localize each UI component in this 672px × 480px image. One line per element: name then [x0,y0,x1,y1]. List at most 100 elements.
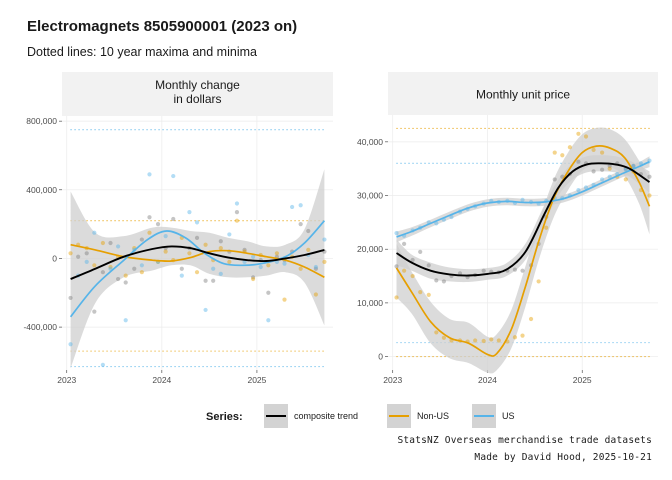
trend-line-composite-trend [395,162,651,277]
confidence-band-us [396,156,650,243]
point-composite-trend [441,279,446,284]
point-composite-trend [607,163,612,169]
y-tick-label: -400,000 [23,322,57,332]
point-non-us [163,249,168,254]
point-composite-trend [512,267,518,272]
point-us [576,188,581,193]
point-us [171,173,176,179]
point-composite-trend [434,278,439,283]
facet-strip [388,72,658,115]
panel-monthly-change: Monthly change in dollars -400,000 0 400,000… [23,72,333,385]
point-us [298,203,303,208]
point-composite-trend [139,237,144,242]
point-us [218,271,223,276]
point-non-us [441,335,446,340]
point-us [607,174,612,179]
y-tick-label: 400,000 [26,185,57,195]
point-composite-trend [84,251,89,256]
point-us [194,220,200,225]
point-us [211,266,216,271]
point-non-us [92,263,97,268]
point-composite-trend [68,295,73,301]
point-composite-trend [242,247,247,252]
point-non-us [234,218,240,223]
point-non-us [187,251,192,256]
point-us [68,342,73,347]
y-tick-label: 30,000 [357,191,383,201]
point-composite-trend [179,266,184,271]
point-non-us [306,247,311,252]
legend-label-non-us: Non-US [417,411,449,421]
point-composite-trend [481,268,486,273]
point-composite-trend [92,309,97,314]
point-composite-trend [218,239,223,244]
point-non-us [489,337,494,342]
facet-strip [62,72,333,116]
point-non-us [100,240,105,246]
point-non-us [218,246,223,251]
y-tick-label: 10,000 [357,298,383,308]
trend-line-us [396,160,650,238]
point-non-us [481,338,486,344]
point-us [100,362,105,367]
point-non-us [194,270,200,275]
point-non-us [567,145,572,150]
point-non-us [536,279,541,284]
point-composite-trend [76,254,81,259]
point-us [123,318,128,323]
legend-key-composite-trend [264,404,288,428]
point-non-us [426,292,431,297]
point-composite-trend [211,278,216,283]
point-non-us [266,263,271,268]
y-tick-label: 20,000 [357,244,383,254]
point-non-us [139,270,144,275]
point-composite-trend [100,270,105,275]
legend-key-non-us [387,404,411,428]
point-us [251,254,256,259]
legend-title: Series: [206,411,243,423]
point-us [520,197,525,202]
point-us [258,264,263,270]
legend-key-us [472,404,496,428]
point-us [322,237,327,242]
point-composite-trend [426,263,431,268]
point-non-us [402,268,407,273]
confidence-band-non-us [396,127,650,374]
facet-title: Monthly change in dollars [155,78,240,106]
point-composite-trend [520,268,525,273]
point-us [179,273,184,278]
x-tick-label: 2023 [57,375,76,385]
point-composite-trend [418,249,423,254]
point-non-us [322,259,327,264]
point-composite-trend [108,240,113,246]
point-us [92,230,97,235]
x-tick-label: 2025 [573,375,592,385]
point-non-us [123,273,128,278]
point-non-us [434,330,439,335]
point-non-us [418,290,423,295]
point-composite-trend [306,228,311,234]
point-composite-trend [155,222,161,227]
point-us [84,259,89,264]
chart-title: Electromagnets 8505900001 (2023 on) [27,18,298,35]
point-non-us [282,297,287,302]
point-non-us [512,335,518,340]
point-non-us [410,273,415,279]
point-composite-trend [123,280,128,285]
point-non-us [251,276,256,282]
point-composite-trend [203,278,208,283]
point-composite-trend [194,235,200,240]
point-non-us [473,338,478,343]
x-tick-label: 2024 [152,375,171,385]
confidence-band-composite-trend [70,169,325,369]
point-non-us [544,225,549,230]
point-composite-trend [313,266,318,271]
x-tick-label: 2024 [478,375,497,385]
point-composite-trend [410,257,415,263]
point-non-us [600,150,605,155]
point-non-us [394,295,399,300]
panel-monthly-unit-price: Monthly unit price 0 10,000 20,000 30,000 40,… [357,72,658,385]
point-us [290,204,295,210]
point-non-us [68,251,73,256]
